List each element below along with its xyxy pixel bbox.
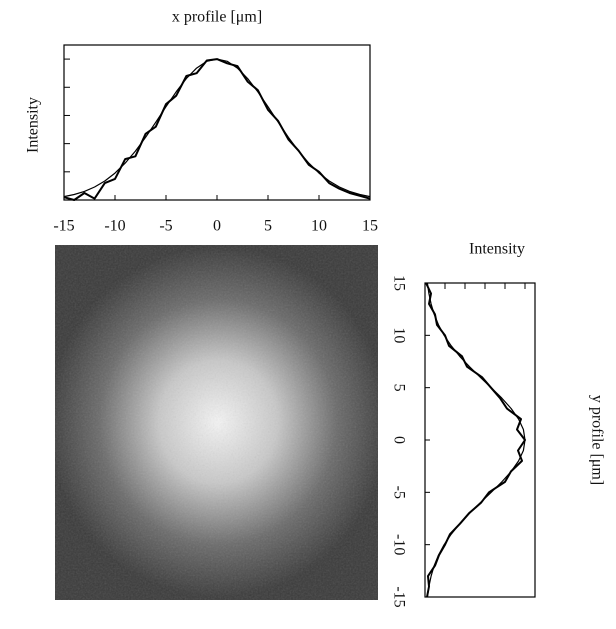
- x-tick-label: -5: [159, 218, 172, 235]
- x-tick-label: -15: [53, 218, 74, 235]
- profile-line: [63, 58, 371, 198]
- y-tick-label: -5: [390, 486, 407, 499]
- y-tick-label: 5: [390, 384, 407, 392]
- y-axis-label: y profile [μm]: [588, 395, 605, 485]
- x-tick-label: -10: [104, 218, 125, 235]
- y-tick-label: -10: [390, 534, 407, 555]
- y-tick-label: -15: [390, 586, 407, 607]
- profile-line: [63, 58, 371, 201]
- profile-line: [426, 282, 526, 598]
- y-tick-label: 15: [390, 275, 407, 291]
- chart-title: x profile [μm]: [172, 9, 262, 26]
- intensity-image: [55, 245, 378, 600]
- x-tick-label: 15: [362, 218, 378, 235]
- y-tick-label: 10: [390, 327, 407, 343]
- x-tick-label: 5: [264, 218, 272, 235]
- x-tick-label: 0: [213, 218, 221, 235]
- x-tick-label: 10: [311, 218, 327, 235]
- y-axis-label: Intensity: [25, 97, 42, 153]
- chart-title: Intensity: [469, 241, 525, 258]
- y-tick-label: 0: [390, 436, 407, 444]
